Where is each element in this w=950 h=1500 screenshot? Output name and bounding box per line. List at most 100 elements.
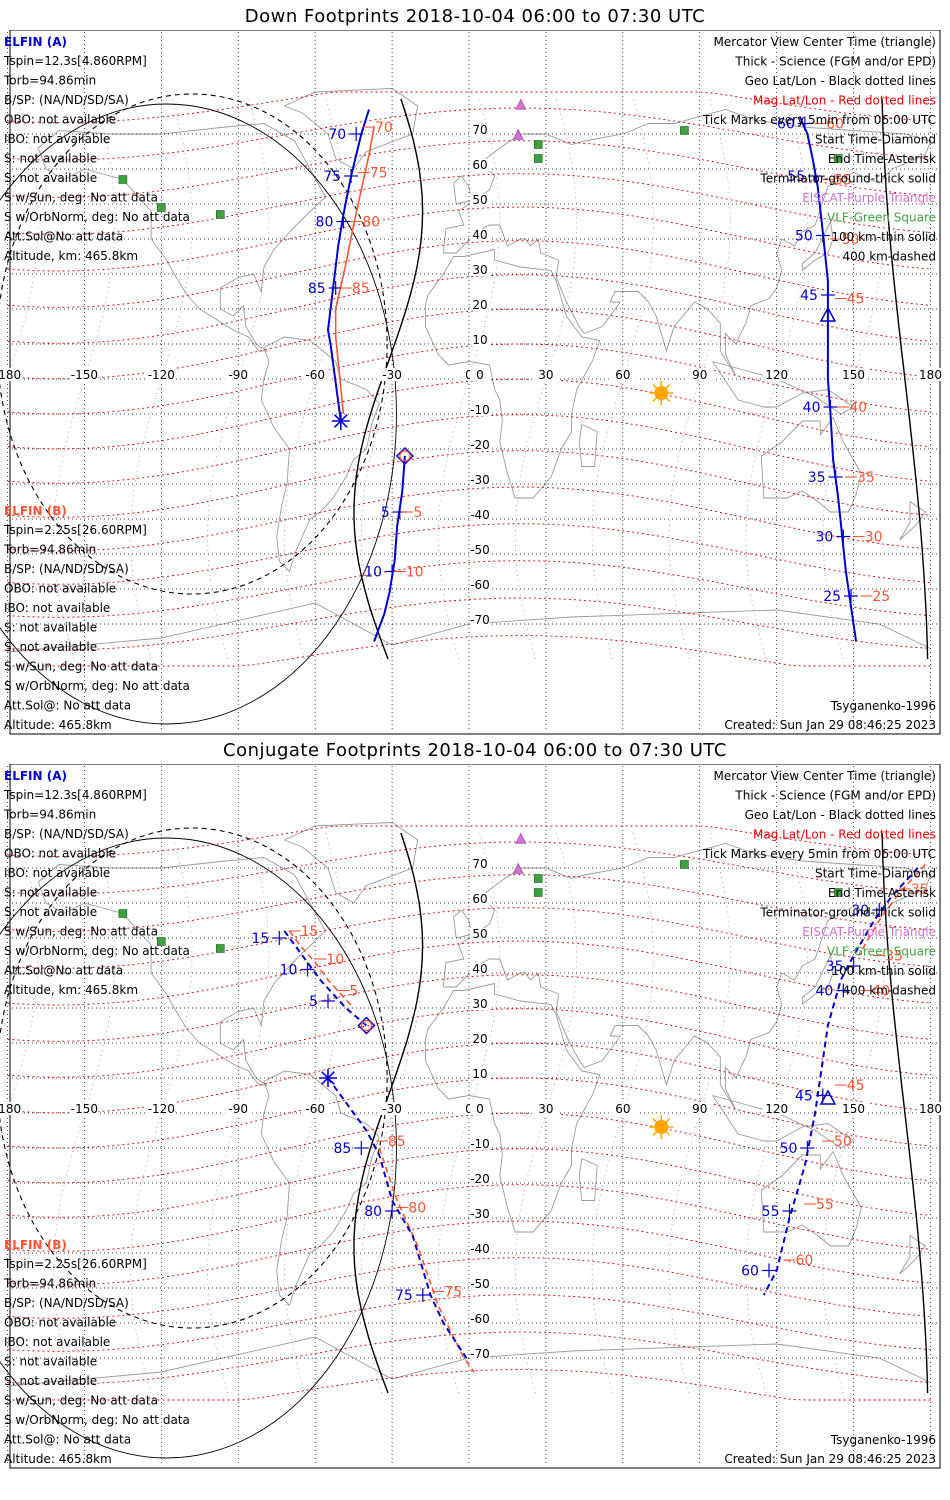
probe-a-info-line: S w/Sun, deg: No att data bbox=[4, 191, 158, 205]
label-bg bbox=[470, 159, 490, 171]
probe-b-time-label: 50 bbox=[842, 232, 860, 248]
probe-b-time-label: 75 bbox=[444, 1285, 462, 1301]
lon-tick-label: 0 bbox=[465, 368, 473, 382]
probe-b-footprint bbox=[288, 930, 355, 1009]
lat-tick-label: -50 bbox=[470, 1277, 490, 1291]
probe-b-info-line: Torb=94.86min bbox=[3, 543, 96, 557]
lat-tick-label: -10 bbox=[470, 403, 490, 417]
probe-b-info-line: S w/Sun, deg: No att data bbox=[4, 1394, 158, 1408]
probe-b-time-label: 55 bbox=[834, 173, 852, 189]
label-bg bbox=[470, 299, 490, 311]
probe-a-time-label: 35 bbox=[826, 959, 844, 975]
probe-b-time-label: 55 bbox=[816, 1197, 834, 1213]
vlf-square-icon bbox=[157, 937, 166, 946]
probe-a-time-label: 10 bbox=[280, 963, 298, 979]
horizon-400km bbox=[0, 93, 388, 595]
eiscat-triangle-icon bbox=[515, 832, 527, 844]
label-bg bbox=[470, 1068, 490, 1080]
lon-tick-label: 90 bbox=[692, 1102, 707, 1116]
label-bg bbox=[470, 439, 490, 451]
mag-parallel bbox=[7, 1220, 931, 1286]
coastline bbox=[801, 953, 834, 1005]
probe-b-info-line: Tspin=2.25s[26.60RPM] bbox=[3, 1257, 147, 1271]
coastline bbox=[712, 1095, 855, 1149]
label-bg bbox=[470, 858, 490, 870]
probe-a-time-label: 5 bbox=[309, 994, 318, 1010]
start-marker bbox=[360, 1019, 373, 1032]
probe-b-footprint bbox=[858, 863, 926, 956]
end-asterisk-icon bbox=[331, 412, 350, 430]
mag-parallel bbox=[7, 206, 931, 272]
legend-entry: End Time-Asterisk bbox=[828, 886, 936, 900]
legend-entry: 400 km-dashed bbox=[842, 984, 936, 998]
lon-tick-label: 150 bbox=[842, 368, 865, 382]
probe-a-info-line: S w/OrbNorm, deg: No att data bbox=[4, 944, 190, 958]
label-bg bbox=[470, 509, 490, 521]
label-bg bbox=[685, 368, 714, 381]
probe-a-time-label: 50 bbox=[780, 1141, 798, 1157]
label-bg bbox=[470, 1208, 490, 1220]
probe-a-time-label: 75 bbox=[323, 169, 341, 185]
probe-a-info-line: Torb=94.86min bbox=[3, 74, 96, 88]
map-group: -180-150-120-90-60-300306090120150180706… bbox=[0, 764, 945, 1469]
legend-entry: Thick - Science (FGM and/or EPD) bbox=[734, 789, 936, 803]
lat-tick-label: -30 bbox=[470, 1207, 490, 1221]
probe-b-time-label: 60 bbox=[795, 1253, 813, 1269]
lat-tick-label: 60 bbox=[472, 158, 487, 172]
label-bg bbox=[224, 1102, 253, 1115]
probe-a-time-label: 80 bbox=[316, 215, 334, 231]
lat-tick-label: 20 bbox=[472, 298, 487, 312]
probe-a-info-line: S w/Sun, deg: No att data bbox=[4, 925, 158, 939]
lat-tick-label: -30 bbox=[470, 473, 490, 487]
probe-a-time-label: 75 bbox=[395, 1288, 413, 1304]
probe-b-title: ELFIN (B) bbox=[4, 504, 67, 518]
label-bg bbox=[470, 1243, 490, 1255]
label-bg bbox=[470, 1103, 490, 1115]
probe-b-footprint bbox=[334, 126, 375, 415]
coastline bbox=[424, 982, 601, 1233]
model-name: Tsyganenko-1996 bbox=[830, 1433, 936, 1447]
label-bg bbox=[301, 1102, 330, 1115]
label-bg bbox=[470, 1138, 490, 1150]
model-name: Tsyganenko-1996 bbox=[830, 699, 936, 713]
lon-tick-label: 120 bbox=[765, 368, 788, 382]
probe-b-time-label: 70 bbox=[375, 120, 393, 136]
label-bg bbox=[470, 614, 490, 626]
probe-b-time-label: 40 bbox=[872, 984, 890, 1000]
vlf-square-icon bbox=[118, 909, 128, 918]
label-bg bbox=[608, 368, 637, 381]
probe-b-info-line: OBO: not available bbox=[4, 1316, 116, 1330]
coastline bbox=[442, 843, 932, 1110]
label-bg bbox=[839, 368, 868, 381]
lat-tick-label: 60 bbox=[472, 892, 487, 906]
probe-b-time-label: 85 bbox=[388, 1134, 406, 1150]
probe-a-time-label: 70 bbox=[328, 127, 346, 143]
label-bg bbox=[470, 264, 490, 276]
probe-a-info-line: Tspin=12.3s[4.860RPM] bbox=[3, 54, 147, 68]
coastline bbox=[453, 909, 473, 939]
probe-a-info-line: OBO: not available bbox=[4, 847, 116, 861]
probe-b-info-line: Torb=94.86min bbox=[3, 1277, 96, 1291]
legend-entry: EISCAT-Purple Triangle bbox=[802, 191, 936, 205]
label-bg bbox=[762, 368, 791, 381]
label-bg bbox=[470, 1313, 490, 1325]
mag-parallel bbox=[7, 523, 931, 585]
lon-tick-label: -90 bbox=[228, 1102, 248, 1116]
end-asterisk-icon bbox=[318, 1069, 337, 1087]
lon-tick-label: 60 bbox=[615, 368, 630, 382]
probe-a-time-label: 50 bbox=[795, 229, 813, 245]
label-bg bbox=[531, 1102, 560, 1115]
lat-tick-label: -40 bbox=[470, 508, 490, 522]
vlf-square-icon bbox=[533, 154, 543, 163]
mag-parallel bbox=[7, 140, 931, 198]
label-bg bbox=[0, 1102, 22, 1115]
probe-b-time-label: 40 bbox=[849, 400, 867, 416]
created-timestamp: Created: Sun Jan 29 08:46:25 2023 bbox=[724, 1452, 936, 1466]
lat-tick-label: -70 bbox=[470, 1347, 490, 1361]
probe-b-title: ELFIN (B) bbox=[4, 1238, 67, 1252]
lat-tick-label: 30 bbox=[472, 263, 487, 277]
probe-a-time-label: 10 bbox=[364, 565, 382, 581]
mag-parallel bbox=[7, 874, 931, 932]
created-timestamp: Created: Sun Jan 29 08:46:25 2023 bbox=[724, 718, 936, 732]
vlf-square-icon bbox=[833, 154, 843, 163]
